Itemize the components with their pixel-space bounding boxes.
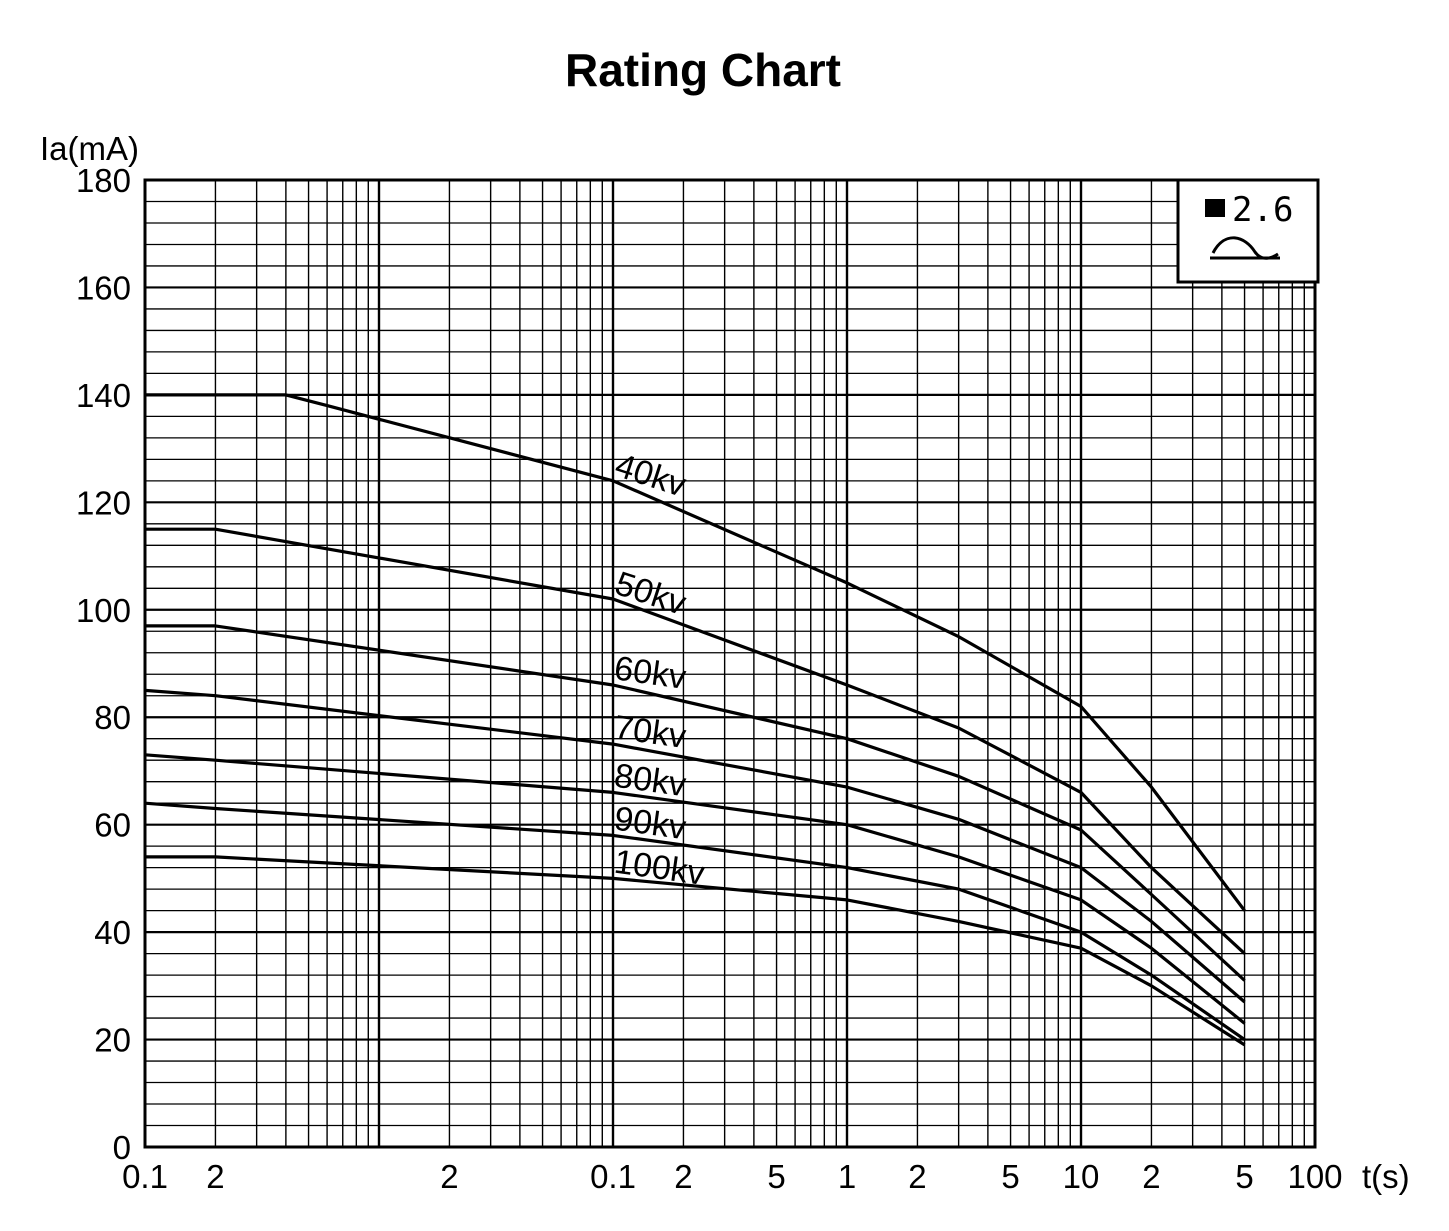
filled-square-icon <box>1205 199 1225 217</box>
x-tick-label: 2 <box>908 1158 926 1195</box>
series-line-100kv <box>145 855 1246 1047</box>
series-line-90kv <box>144 801 1246 1041</box>
x-tick-labels: 0.1 2 2 0.1 2 5 1 2 5 10 2 5 100 <box>122 1158 1342 1195</box>
series-label-90kv: 90kv <box>612 800 688 848</box>
y-tick-labels: 0 20 40 60 80 100 120 140 160 180 <box>76 162 131 1166</box>
series-line-80kv <box>144 753 1246 1025</box>
y-tick-label: 20 <box>94 1022 131 1059</box>
series-label-80kv: 80kv <box>612 757 688 805</box>
y-tick-label: 100 <box>76 592 131 629</box>
legend-box: 2.6 <box>1176 178 1320 284</box>
y-tick-label: 180 <box>76 162 131 199</box>
x-tick-label: 5 <box>767 1158 785 1195</box>
x-axis-label: t(s) <box>1362 1158 1410 1195</box>
y-tick-label: 160 <box>76 269 131 306</box>
x-tick-label: 5 <box>1001 1158 1019 1195</box>
y-tick-label: 40 <box>94 914 131 951</box>
series-line-70kv <box>144 688 1246 1004</box>
series-line-50kv <box>145 527 1246 955</box>
y-tick-label: 60 <box>94 807 131 844</box>
grid <box>143 178 1317 1149</box>
x-tick-label: 0.1 <box>590 1158 636 1195</box>
legend-focal-spot: 2.6 <box>1232 190 1293 230</box>
y-tick-label: 0 <box>113 1129 131 1166</box>
plot-frame <box>143 178 1317 1149</box>
x-tick-label: 5 <box>1235 1158 1253 1195</box>
legend-frame <box>1176 178 1320 284</box>
y-axis-label: Ia(mA) <box>40 130 139 167</box>
x-tick-label: 2 <box>1142 1158 1160 1195</box>
series-line-40kv <box>145 393 1246 912</box>
x-tick-label: 2 <box>206 1158 224 1195</box>
y-tick-label: 120 <box>76 484 131 521</box>
x-tick-label: 100 <box>1287 1158 1342 1195</box>
x-tick-label: 2 <box>440 1158 458 1195</box>
y-tick-label: 140 <box>76 377 131 414</box>
series-label-100kv: 100kv <box>612 843 707 893</box>
series-line-60kv <box>145 624 1246 982</box>
series-curves <box>144 393 1246 1047</box>
chart-title: Rating Chart <box>565 44 841 96</box>
x-tick-label: 0.1 <box>122 1158 168 1195</box>
series-label-70kv: 70kv <box>612 708 688 756</box>
series-label-60kv: 60kv <box>612 649 688 697</box>
x-tick-label: 2 <box>674 1158 692 1195</box>
x-tick-label: 10 <box>1063 1158 1100 1195</box>
sine-wave-icon <box>1210 236 1280 260</box>
y-tick-label: 80 <box>94 699 131 736</box>
x-tick-label: 1 <box>838 1158 856 1195</box>
